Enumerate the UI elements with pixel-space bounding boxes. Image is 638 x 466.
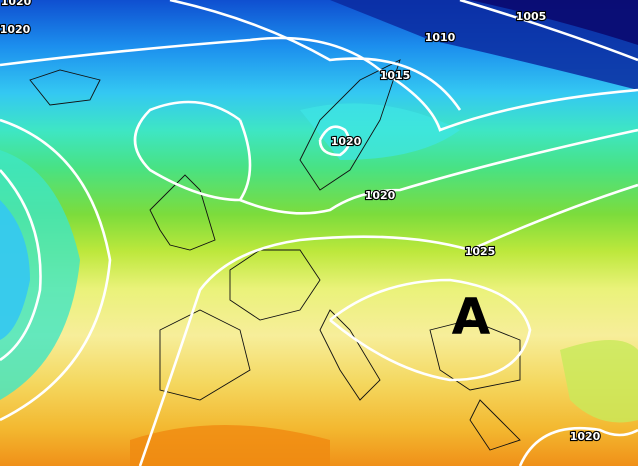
isobar [169, 0, 462, 111]
isobar-label: 1020 [570, 430, 601, 443]
isobar [318, 125, 351, 157]
isobar-label: 1025 [465, 245, 496, 258]
east-field [560, 340, 638, 423]
north-sea-field [300, 103, 460, 160]
south-field [130, 425, 330, 466]
isobar [329, 278, 532, 382]
isobar [518, 426, 638, 466]
isobar [0, 118, 112, 422]
isobar-label: 1015 [380, 69, 411, 82]
isobar [133, 100, 638, 215]
low-core [470, 0, 638, 45]
isobar [0, 36, 638, 132]
isobar-label: 1020 [0, 23, 31, 36]
isobar [459, 0, 638, 62]
coastlines [29, 59, 521, 451]
isobar [138, 183, 638, 466]
isobar-label: 1020 [1, 0, 32, 8]
high-pressure-center: A [452, 288, 491, 346]
isobar-label: 1005 [516, 10, 547, 23]
isobar-label: 1020 [365, 189, 396, 202]
west-core [0, 200, 30, 340]
low-field [330, 0, 638, 90]
isobar-label: 1010 [425, 31, 456, 44]
isobar-label: 1020 [331, 135, 362, 148]
isobar [0, 169, 42, 362]
